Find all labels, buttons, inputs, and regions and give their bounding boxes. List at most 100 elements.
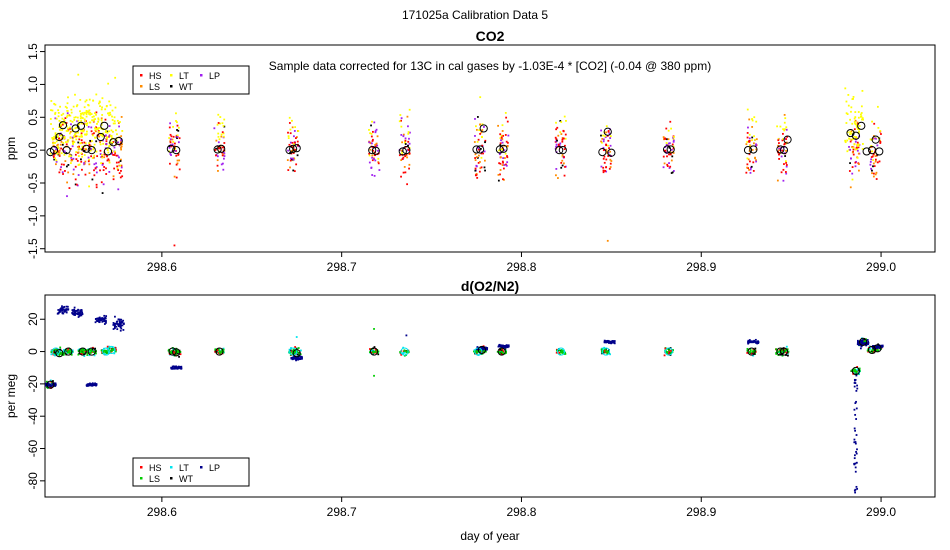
- data-point-lp: [96, 320, 99, 323]
- data-point-lt: [72, 143, 75, 145]
- data-point-hs: [479, 133, 482, 135]
- data-point-lt: [847, 104, 850, 107]
- data-point-lt: [66, 110, 69, 112]
- data-point-lp: [785, 165, 788, 168]
- data-point-lp: [71, 309, 74, 312]
- data-point-hs: [102, 169, 105, 172]
- data-point-hs: [217, 147, 220, 150]
- data-point-lt: [69, 155, 72, 157]
- data-point-hs: [370, 351, 373, 354]
- data-point-hs: [562, 137, 565, 140]
- data-point-hs: [95, 111, 98, 114]
- data-point-lt: [69, 162, 72, 164]
- data-point-lt: [783, 129, 786, 132]
- data-point-ls: [606, 152, 609, 154]
- data-point-wt: [608, 154, 611, 157]
- data-point-lt: [98, 131, 100, 133]
- data-point-lp: [555, 168, 558, 170]
- data-point-ls: [874, 155, 877, 158]
- data-point-lt: [115, 129, 117, 132]
- data-point-ls: [289, 166, 291, 169]
- data-point-lt: [858, 125, 861, 127]
- data-point-lp: [855, 400, 857, 403]
- data-point-lt: [78, 135, 81, 138]
- data-point-lt: [109, 134, 112, 137]
- mean-marker: [499, 144, 508, 153]
- data-point-wt: [296, 140, 299, 143]
- y-tick-label: 0.5: [26, 109, 40, 126]
- data-point-lt: [106, 112, 109, 115]
- legend-marker-lp: [200, 74, 203, 77]
- data-point-lp: [402, 135, 405, 138]
- data-point-lt: [95, 150, 98, 153]
- data-point-hs: [777, 139, 780, 142]
- data-point-ls: [173, 175, 176, 178]
- data-point-ls: [749, 351, 751, 354]
- data-point-lt: [369, 132, 371, 135]
- data-point-lp: [604, 136, 607, 139]
- data-point-lt: [56, 134, 59, 137]
- data-point-lp: [408, 142, 411, 145]
- data-point-ls: [500, 156, 502, 159]
- data-point-ls: [68, 351, 70, 354]
- data-point-ls: [374, 143, 377, 146]
- data-point-hs: [873, 122, 876, 125]
- data-point-lp: [87, 156, 90, 159]
- data-point-wt: [93, 174, 96, 177]
- y-tick-label: 0: [26, 348, 40, 355]
- data-point-hs: [602, 171, 605, 174]
- y-tick-label: -20: [26, 375, 40, 393]
- data-point-lt: [111, 346, 114, 349]
- data-point-hs: [64, 170, 66, 172]
- data-point-ls: [506, 145, 509, 147]
- data-point-lp: [604, 340, 607, 342]
- data-point-ls: [475, 128, 478, 131]
- data-point-ls: [473, 141, 476, 143]
- data-point-lt: [81, 112, 84, 114]
- data-point-wt: [63, 163, 65, 166]
- data-point-lt: [74, 133, 76, 136]
- legend-label-lp: LP: [209, 71, 220, 81]
- data-point-lp: [74, 313, 76, 316]
- data-point-hs: [407, 140, 410, 143]
- data-point-hs: [876, 161, 879, 164]
- x-tick-label: 298.6: [147, 505, 177, 519]
- mean-marker: [58, 121, 68, 130]
- data-point-lt: [92, 119, 95, 122]
- data-point-lp: [66, 112, 69, 115]
- y-axis-label: ppm: [4, 137, 18, 160]
- data-point-lp: [121, 324, 124, 327]
- data-point-lp: [754, 145, 757, 147]
- data-point-ls: [662, 136, 665, 139]
- data-point-lt: [222, 132, 225, 135]
- data-point-lt: [77, 164, 80, 166]
- mean-marker: [862, 147, 871, 156]
- data-point-hs: [103, 153, 106, 156]
- data-point-ls: [405, 350, 408, 353]
- data-point-lt: [216, 123, 219, 126]
- data-point-lp: [80, 310, 83, 313]
- data-point-lp: [608, 132, 611, 135]
- data-point-lt: [116, 119, 119, 122]
- data-point-hs: [296, 144, 299, 147]
- data-point-lt: [86, 124, 88, 127]
- data-point-ls: [95, 130, 97, 133]
- data-point-lt: [79, 148, 82, 151]
- data-point-lt: [666, 143, 669, 146]
- data-point-ls: [112, 175, 115, 178]
- data-point-lt: [501, 124, 504, 127]
- data-point-lt: [113, 348, 116, 350]
- data-point-lp: [71, 136, 74, 139]
- data-point-wt: [750, 352, 752, 355]
- mean-marker: [55, 349, 64, 358]
- data-point-wt: [95, 140, 98, 143]
- data-point-lt: [481, 123, 484, 126]
- data-point-wt: [94, 347, 97, 350]
- data-point-ls: [55, 349, 58, 352]
- data-point-lp: [848, 146, 850, 148]
- data-point-lt: [295, 336, 298, 338]
- data-point-lt: [85, 113, 88, 116]
- data-point-hs: [475, 353, 478, 356]
- data-point-ls: [119, 143, 122, 146]
- data-point-lp: [62, 312, 65, 315]
